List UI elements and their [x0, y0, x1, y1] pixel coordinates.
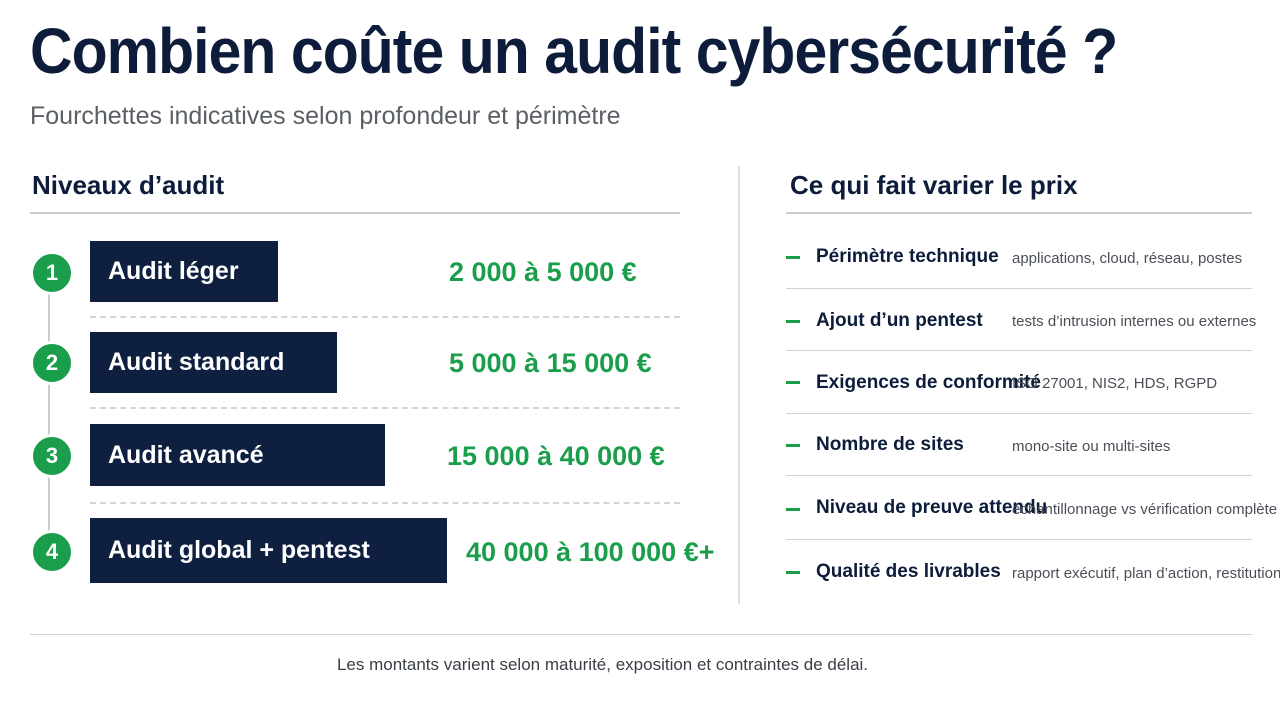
level-1-number: 1 [30, 251, 74, 295]
level-3-bar: Audit avancé [90, 424, 385, 486]
factor-4-desc: mono-site ou multi-sites [1012, 438, 1171, 455]
dash-icon [786, 508, 800, 511]
level-divider [90, 316, 680, 318]
factor-divider [786, 539, 1252, 540]
level-divider [90, 502, 680, 504]
dash-icon [786, 256, 800, 259]
factor-6-desc: rapport exécutif, plan d’action, restitu… [1012, 565, 1280, 582]
factor-5-name: Niveau de preuve attendu [816, 497, 1048, 518]
dash-icon [786, 444, 800, 447]
factor-divider [786, 475, 1252, 476]
factors-heading-rule [786, 212, 1252, 214]
factor-2-desc: tests d’intrusion internes ou externes [1012, 313, 1257, 330]
factor-4-name: Nombre de sites [816, 434, 964, 455]
levels-heading-rule [30, 212, 680, 214]
level-4-number: 4 [30, 530, 74, 574]
level-3-price: 15 000 à 40 000 € [447, 441, 665, 471]
factor-1-desc: applications, cloud, réseau, postes [1012, 250, 1243, 267]
page-subtitle: Fourchettes indicatives selon profondeur… [30, 102, 621, 130]
level-4-bar: Audit global + pentest [90, 518, 447, 583]
level-4-price: 40 000 à 100 000 €+ [466, 537, 715, 567]
factor-3-name: Exigences de conformité [816, 372, 1041, 393]
factor-2-name: Ajout d’un pentest [816, 310, 983, 331]
level-1-bar: Audit léger [90, 241, 278, 302]
factor-5-desc: échantillonnage vs vérification complète [1012, 501, 1278, 518]
levels-timeline [48, 272, 50, 552]
column-separator [738, 166, 740, 604]
footer-note: Les montants varient selon maturité, exp… [336, 655, 869, 674]
level-2-price: 5 000 à 15 000 € [449, 348, 652, 378]
factor-1-name: Périmètre technique [816, 246, 999, 267]
levels-heading: Niveaux d’audit [32, 170, 225, 200]
level-1-price: 2 000 à 5 000 € [449, 257, 637, 287]
factor-divider [786, 413, 1252, 414]
dash-icon [786, 381, 800, 384]
dash-icon [786, 571, 800, 574]
factor-divider [786, 288, 1252, 289]
factor-6-name: Qualité des livrables [816, 561, 1001, 582]
level-divider [90, 407, 680, 409]
footer-rule [30, 634, 1252, 635]
factor-3-desc: ISO 27001, NIS2, HDS, RGPD [1012, 375, 1218, 392]
level-2-number: 2 [30, 341, 74, 385]
page-title: Combien coûte un audit cybersécurité ? [30, 15, 1118, 87]
level-2-bar: Audit standard [90, 332, 337, 393]
dash-icon [786, 320, 800, 323]
factor-divider [786, 350, 1252, 351]
level-3-number: 3 [30, 434, 74, 478]
factors-heading: Ce qui fait varier le prix [790, 170, 1078, 200]
